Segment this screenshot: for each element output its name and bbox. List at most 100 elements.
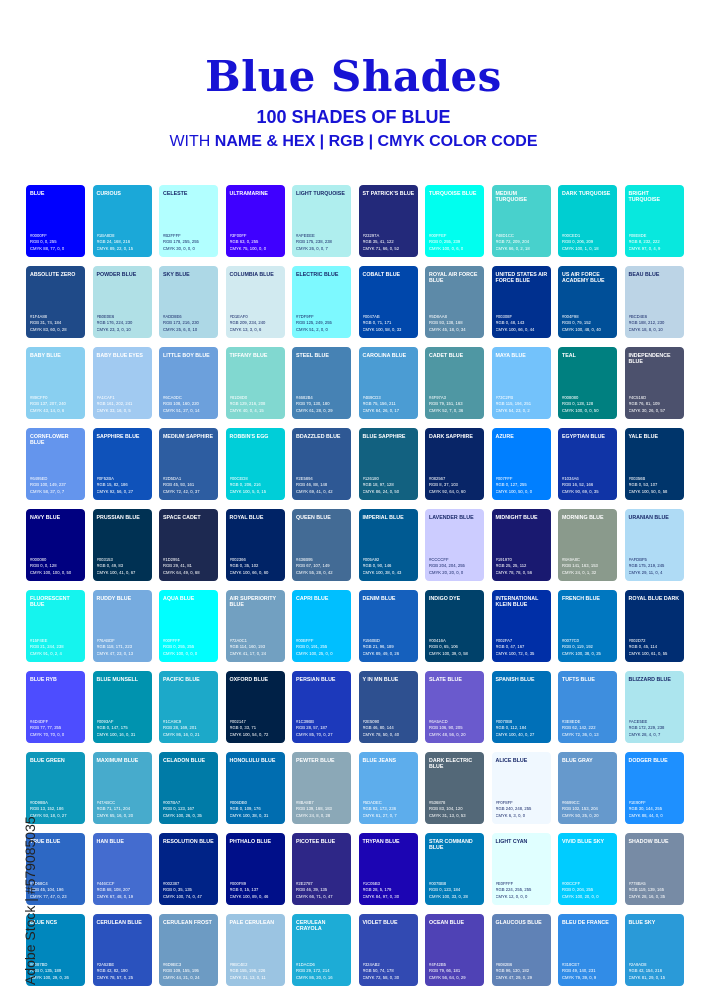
swatch-hex: #007BB8 — [429, 880, 447, 886]
swatch-cmyk: CMYK 100, 54, 0, 72 — [229, 731, 269, 737]
swatch-codes: #1CA9C9 RGB 28, 169, 201 CMYK 86, 16, 0, 2… — [163, 719, 217, 738]
swatch-codes: #000F89 RGB 0, 15, 137 CMYK 100, 89, 0, 46 — [230, 881, 284, 900]
swatch-cmyk: CMYK 70, 70, 0, 0 — [30, 731, 65, 737]
swatch-hex: #00308F — [495, 313, 513, 319]
swatch-rgb: RGB 178, 255, 255 — [163, 239, 199, 245]
swatch-hex: #000080 — [30, 556, 47, 562]
color-swatch: Blue Munsell #0093AF RGB 0, 147, 175 CMYK 1… — [92, 671, 152, 743]
color-swatch: Maya Blue #73C2FB RGB 115, 194, 251 CMYK 54… — [491, 347, 551, 419]
swatch-name: Cerulean Frost — [163, 920, 212, 926]
swatch-rgb: RGB 62, 142, 222 — [562, 725, 596, 731]
swatch-hex: #CCCCFF — [429, 556, 449, 562]
swatch-name: Blue Sky — [628, 920, 656, 926]
swatch-hex: #E0FFFF — [495, 880, 514, 886]
swatch-hex: #AFDBF5 — [628, 556, 647, 562]
color-swatch: Han Blue #446CCF RGB 68, 108, 207 CMYK 67, … — [92, 833, 152, 905]
swatch-rgb: RGB 0, 191, 255 — [296, 644, 328, 650]
swatch-rgb: RGB 109, 155, 195 — [163, 968, 199, 974]
swatch-name: Fluorescent Blue — [30, 596, 70, 609]
swatch-rgb: RGB 114, 160, 193 — [229, 644, 266, 650]
swatch-rgb: RGB 31, 74, 184 — [30, 320, 62, 326]
swatch-name: Imperial Blue — [362, 515, 404, 521]
swatch-rgb: RGB 0, 53, 107 — [628, 482, 658, 488]
swatch-rgb: RGB 75, 156, 211 — [362, 401, 396, 407]
swatch-hex: #4682B4 — [296, 394, 313, 400]
swatch-hex: #1C39BB — [296, 718, 314, 724]
swatch-cmyk: CMYK 100, 40, 0, 27 — [495, 731, 535, 737]
swatch-rgb: RGB 16, 52, 166 — [562, 482, 594, 488]
swatch-hex: #2A52BE — [96, 961, 115, 967]
swatch-cmyk: CMYK 61, 28, 0, 29 — [296, 407, 333, 413]
swatch-rgb: RGB 0, 15, 137 — [229, 887, 259, 893]
color-swatch: Spanish Blue #0070B8 RGB 0, 112, 184 CMYK 1… — [491, 671, 551, 743]
swatch-hex: #0D98BA — [30, 799, 48, 805]
swatch-rgb: RGB 0, 71, 171 — [362, 320, 392, 326]
swatch-name: St Patrick's Blue — [362, 191, 415, 197]
swatch-cmyk: CMYK 100, 0, 6, 0 — [429, 245, 464, 251]
swatch-codes: #006DB0 RGB 0, 109, 176 CMYK 100, 38, 0, 3… — [230, 800, 284, 819]
swatch-name: International Klein Blue — [495, 596, 539, 609]
swatch-cmyk: CMYK 41, 17, 0, 24 — [229, 650, 267, 656]
swatch-name: Sky Blue — [163, 272, 190, 278]
swatch-codes: #3F00FF RGB 63, 0, 255 CMYK 75, 100, 0, 0 — [230, 233, 284, 252]
swatch-cmyk: CMYK 88, 77, 0, 0 — [30, 245, 65, 251]
color-swatch: True Blue #2D68C4 RGB 45, 104, 196 CMYK 77,… — [26, 833, 85, 905]
swatch-hex: #436B95 — [296, 556, 313, 562]
color-swatch: Queen Blue #436B95 RGB 67, 107, 149 CMYK 55… — [292, 509, 351, 581]
swatch-name: Violet Blue — [362, 920, 398, 926]
swatch-codes: #00FFFF RGB 0, 255, 255 CMYK 100, 0, 0, 0 — [163, 638, 217, 657]
swatch-codes: #003153 RGB 0, 49, 83 CMYK 100, 41, 0, 67 — [97, 557, 151, 576]
swatch-name: Capri Blue — [296, 596, 329, 602]
swatch-hex: #003153 — [96, 556, 113, 562]
swatch-cmyk: CMYK 47, 29, 0, 29 — [495, 974, 533, 980]
swatch-codes: #318CE7 RGB 49, 140, 231 CMYK 79, 39, 0, 9 — [562, 962, 616, 981]
swatch-name: Oxford Blue — [229, 677, 269, 683]
swatch-codes: #72A0C1 RGB 114, 160, 193 CMYK 41, 17, 0, … — [230, 638, 284, 657]
color-swatch: Light Turquoise #AFEEEE RGB 175, 238, 238 C… — [292, 185, 351, 257]
swatch-name: Medium Turquoise — [495, 191, 528, 204]
swatch-cmyk: CMYK 77, 47, 0, 23 — [30, 893, 67, 899]
swatch-hex: #7DF9FF — [296, 313, 314, 319]
swatch-name: Dark Turquoise — [562, 191, 611, 197]
swatch-name: Bright Turquoise — [628, 191, 661, 204]
swatch-cmyk: CMYK 85, 70, 0, 27 — [296, 731, 333, 737]
page-subtitle: 100 SHADES OF BLUE — [256, 107, 451, 127]
swatch-cmyk: CMYK 97, 0, 4, 9 — [628, 245, 661, 251]
color-swatch: Celadon Blue #007BA7 RGB 0, 123, 167 CMYK 1… — [159, 752, 218, 824]
color-swatch: Baby Blue #89CFF0 RGB 137, 207, 240 CMYK 43… — [26, 347, 85, 419]
swatch-codes: #2D5DA1 RGB 45, 93, 161 CMYK 72, 42, 0, 37 — [163, 476, 217, 495]
swatch-codes: #00BFFF RGB 0, 191, 255 CMYK 100, 25, 0, 0 — [296, 638, 350, 657]
swatch-hex: #002387 — [163, 880, 180, 886]
swatch-name: Prussian Blue — [96, 515, 140, 521]
swatch-cmyk: CMYK 90, 69, 0, 35 — [562, 488, 599, 494]
swatch-rgb: RGB 108, 160, 220 — [163, 401, 199, 407]
swatch-codes: #0047AB RGB 0, 71, 171 CMYK 100, 58, 0, 33 — [363, 314, 417, 333]
swatch-hex: #B2FFFF — [163, 232, 181, 238]
swatch-rgb: RGB 240, 248, 255 — [495, 806, 532, 812]
swatch-hex: #324AB2 — [362, 961, 380, 967]
swatch-hex: #4F42B5 — [429, 961, 446, 967]
swatch-codes: #00308F RGB 0, 48, 143 CMYK 100, 66, 0, 44 — [496, 314, 550, 333]
swatch-cmyk: CMYK 100, 16, 0, 31 — [96, 731, 136, 737]
swatch-cmyk: CMYK 79, 39, 0, 9 — [562, 974, 597, 980]
swatch-hex: #008080 — [562, 394, 579, 400]
swatch-cmyk: CMYK 18, 8, 0, 10 — [628, 326, 663, 332]
swatch-hex: #2D5DA1 — [163, 475, 182, 481]
color-swatch: Navy Blue #000080 RGB 0, 0, 128 CMYK 100, 1… — [26, 509, 85, 581]
swatch-hex: #89CFF0 — [30, 394, 48, 400]
page-tagline: WITH NAME & HEX | RGB | CMYK COLOR CODE — [0, 131, 707, 153]
swatch-cmyk: CMYK 100, 29, 0, 26 — [30, 974, 69, 980]
page-title: Blue Shades — [205, 52, 502, 101]
swatch-cmyk: CMYK 48, 56, 0, 20 — [429, 731, 466, 737]
swatch-cmyk: CMYK 52, 7, 0, 36 — [429, 407, 464, 413]
swatch-hex: #536878 — [429, 799, 446, 805]
color-swatch: Teal #008080 RGB 0, 128, 128 CMYK 100, 0, 0… — [558, 347, 617, 419]
swatch-cmyk: CMYK 100, 38, 0, 43 — [362, 569, 402, 575]
swatch-name: Resolution Blue — [163, 839, 214, 845]
swatch-rgb: RGB 141, 163, 153 — [562, 563, 598, 569]
swatch-cmyk: CMYK 78, 50, 0, 40 — [362, 731, 400, 737]
swatch-hex: #1DACD6 — [296, 961, 315, 967]
color-swatch: Ultramarine #3F00FF RGB 63, 0, 255 CMYK 75,… — [225, 185, 285, 257]
swatch-cmyk: CMYK 43, 14, 0, 6 — [30, 407, 65, 413]
swatch-cmyk: CMYK 100, 0, 0, 0 — [163, 650, 198, 656]
